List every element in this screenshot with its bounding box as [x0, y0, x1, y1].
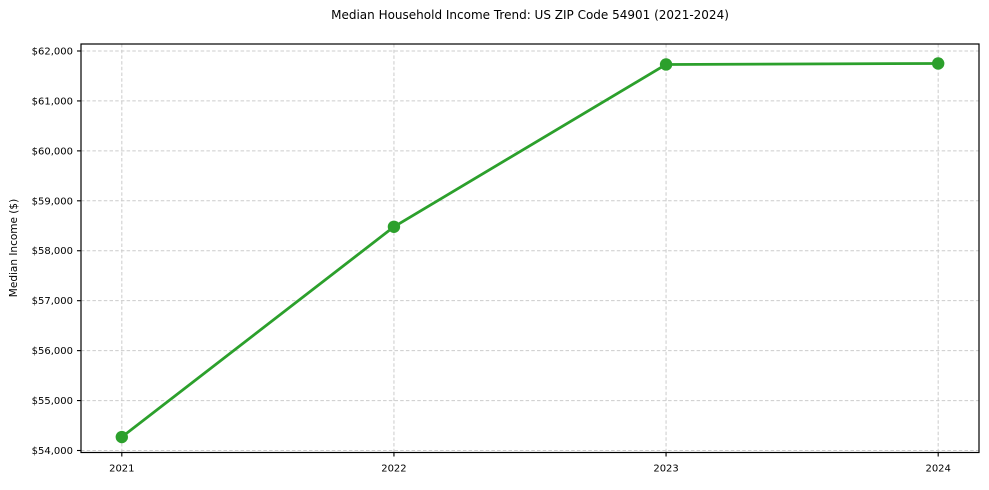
y-tick-label: $59,000	[32, 196, 73, 207]
chart-title: Median Household Income Trend: US ZIP Co…	[331, 8, 729, 22]
data-point-2024	[931, 57, 945, 70]
data-point-2022	[387, 220, 401, 233]
y-tick-label: $55,000	[32, 396, 73, 407]
plot-border	[80, 43, 980, 454]
y-tick-label: $58,000	[32, 246, 73, 257]
y-tick-label: $56,000	[32, 346, 73, 357]
x-tick-label: 2021	[109, 464, 134, 475]
trend-line	[120, 62, 940, 439]
data-point-2021	[115, 430, 129, 444]
x-tick-label: 2024	[925, 464, 950, 475]
y-tick-label: $54,000	[32, 446, 73, 457]
data-point-2023	[659, 58, 673, 71]
y-tick-label: $62,000	[32, 46, 73, 57]
y-tick-label: $60,000	[32, 146, 73, 157]
y-tick-label: $57,000	[32, 296, 73, 307]
y-tick-label: $61,000	[32, 96, 73, 107]
x-tick-label: 2023	[653, 464, 678, 475]
x-tick-label: 2022	[381, 464, 406, 475]
